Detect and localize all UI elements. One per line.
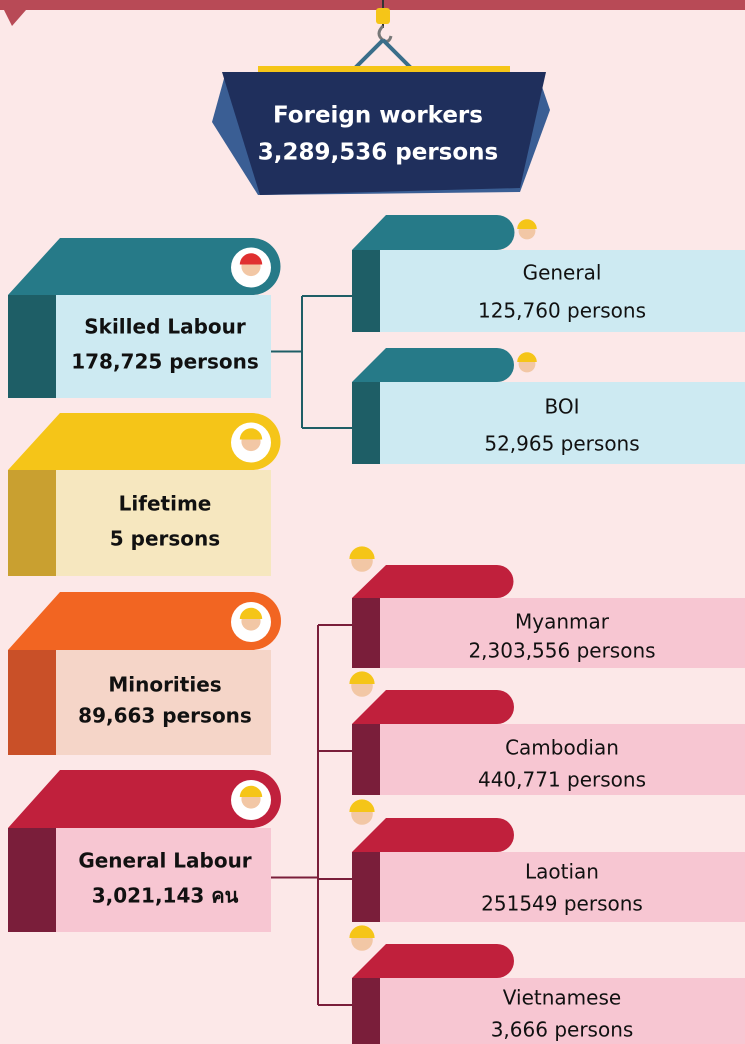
sub-tab: [352, 690, 514, 724]
card-side: [8, 295, 56, 398]
card-side: [8, 470, 56, 576]
sub-body: [380, 978, 745, 1044]
icon-helmet: [349, 799, 375, 812]
sub-label: Cambodian: [505, 736, 619, 760]
group-label: Skilled Labour: [84, 315, 246, 339]
card-tab: [8, 238, 281, 295]
card-side: [8, 650, 56, 755]
sub-side: [352, 598, 380, 668]
card-body: [56, 470, 271, 576]
sub-count: 125,760 persons: [478, 299, 646, 323]
icon-helmet: [517, 219, 537, 229]
sub-side: [352, 382, 380, 464]
icon-helmet: [349, 671, 375, 684]
banner: [222, 72, 546, 195]
sub-side: [352, 852, 380, 922]
sub-count: 3,666 persons: [491, 1018, 634, 1042]
sub-label: Myanmar: [515, 610, 610, 634]
title: Foreign workers: [273, 103, 483, 129]
sub-tab: [352, 944, 514, 978]
card-body: [56, 828, 271, 932]
sub-count: 251549 persons: [481, 892, 643, 916]
top-notch: [4, 10, 26, 26]
sub-body: [380, 250, 745, 332]
total: 3,289,536 persons: [258, 140, 498, 166]
card-body: [56, 295, 271, 398]
group-label: General Labour: [78, 849, 251, 873]
icon-helmet: [349, 925, 375, 938]
card-body: [56, 650, 271, 755]
sub-side: [352, 250, 380, 332]
card-tab: [8, 413, 281, 470]
icon-helmet: [517, 352, 537, 362]
sub-tab: [352, 348, 514, 382]
sub-label: Vietnamese: [503, 986, 621, 1010]
sub-count: 440,771 persons: [478, 768, 646, 792]
sub-side: [352, 724, 380, 795]
sub-count: 2,303,556 persons: [468, 639, 655, 663]
icon-helmet: [239, 253, 263, 265]
icon-helmet: [349, 546, 375, 559]
icon-helmet: [239, 428, 263, 440]
sub-label: BOI: [544, 395, 579, 419]
group-count: 5 persons: [110, 527, 220, 551]
card-tab: [8, 592, 281, 650]
sub-label: Laotian: [525, 860, 599, 884]
crane-hook: [376, 8, 390, 24]
card-tab: [8, 770, 281, 828]
top-bar: [0, 0, 745, 10]
icon-helmet: [239, 607, 263, 619]
group-label: Lifetime: [119, 492, 212, 516]
sub-body: [380, 382, 745, 464]
sub-side: [352, 978, 380, 1044]
banner-strip: [258, 66, 510, 76]
group-count: 3,021,143 คน: [92, 884, 239, 908]
sub-count: 52,965 persons: [484, 432, 639, 456]
sub-tab: [352, 215, 515, 250]
card-side: [8, 828, 56, 932]
sub-tab: [352, 565, 514, 598]
sub-body: [380, 724, 745, 795]
crane-cables: [353, 38, 413, 70]
sub-body: [380, 852, 745, 922]
icon-helmet: [239, 785, 263, 797]
group-count: 89,663 persons: [78, 704, 252, 728]
group-count: 178,725 persons: [71, 350, 259, 374]
sub-label: General: [523, 261, 602, 285]
group-label: Minorities: [108, 673, 221, 697]
sub-tab: [352, 818, 514, 852]
sub-body: [380, 598, 745, 668]
